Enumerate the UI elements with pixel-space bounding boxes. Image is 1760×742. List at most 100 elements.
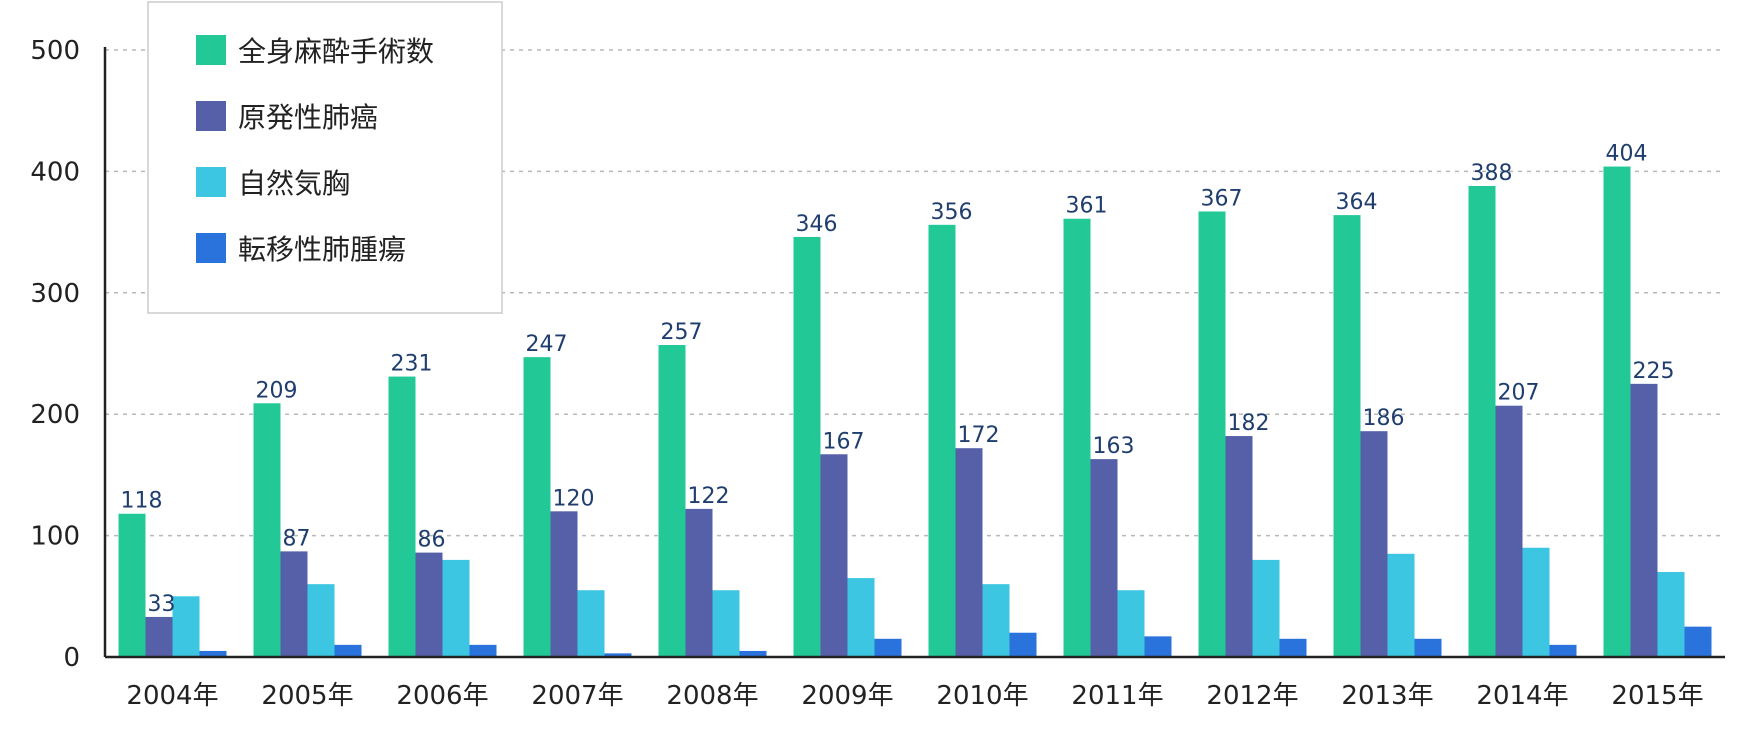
bar (1063, 218, 1091, 657)
bar (442, 559, 470, 657)
data-label: 207 (1498, 381, 1540, 406)
bar (1603, 166, 1631, 657)
data-label: 120 (553, 486, 595, 511)
data-label: 182 (1228, 411, 1270, 436)
bar (793, 236, 821, 657)
bar (982, 584, 1010, 657)
y-tick-label: 100 (30, 522, 80, 552)
x-tick-label: 2008年 (666, 681, 758, 711)
legend-swatch (196, 167, 226, 197)
x-tick-label: 2007年 (531, 681, 623, 711)
y-tick-label: 0 (63, 643, 80, 673)
y-tick-label: 300 (30, 279, 80, 309)
data-label: 356 (931, 200, 973, 225)
x-tick-label: 2009年 (801, 681, 893, 711)
x-tick-label: 2012年 (1206, 681, 1298, 711)
legend-label: 全身麻酔手術数 (238, 35, 434, 68)
data-labels: 118 33 209 87 231 86 247 120 257 122 346 167 356 172 3… (121, 142, 1675, 617)
bar (739, 650, 767, 657)
data-label: 231 (391, 352, 433, 377)
bar (1684, 626, 1712, 657)
data-label: 163 (1093, 434, 1135, 459)
bar (199, 650, 227, 657)
bar (955, 448, 983, 657)
y-axis-tick-labels: 0 100 200 300 400 500 (30, 36, 80, 673)
x-tick-label: 2014年 (1476, 681, 1568, 711)
bar (469, 644, 497, 657)
bar (1225, 436, 1253, 657)
bar (577, 590, 605, 657)
bar (145, 616, 173, 657)
bar (1279, 638, 1307, 657)
bar (1117, 590, 1145, 657)
y-tick-label: 200 (30, 400, 80, 430)
x-tick-label: 2013年 (1341, 681, 1433, 711)
bar (1657, 572, 1685, 657)
x-tick-label: 2010年 (936, 681, 1028, 711)
bar (172, 596, 200, 657)
data-label: 172 (958, 423, 1000, 448)
bar (658, 345, 686, 657)
bar (1360, 431, 1388, 657)
bar (415, 552, 443, 657)
bar (1630, 383, 1658, 657)
legend-label: 自然気胸 (238, 167, 350, 200)
data-label: 257 (661, 320, 703, 345)
bar (334, 644, 362, 657)
bar (685, 508, 713, 657)
bars (118, 166, 1712, 658)
bar (1198, 211, 1226, 657)
legend-swatch (196, 101, 226, 131)
legend-label: 原発性肺癌 (238, 101, 378, 134)
bar (712, 590, 740, 657)
bar (1144, 636, 1172, 657)
bar (1414, 638, 1442, 657)
y-tick-label: 500 (30, 36, 80, 66)
data-label: 87 (283, 526, 311, 551)
bar (928, 224, 956, 658)
bar (1090, 459, 1118, 657)
x-tick-label: 2015年 (1611, 681, 1703, 711)
data-label: 404 (1606, 142, 1648, 167)
legend-label: 転移性肺腫瘍 (238, 233, 406, 266)
data-label: 364 (1336, 190, 1378, 215)
data-label: 186 (1363, 406, 1405, 431)
legend-swatch (196, 233, 226, 263)
legend-swatch (196, 35, 226, 65)
bar (1009, 632, 1037, 657)
bar (1495, 405, 1523, 657)
bar (118, 513, 146, 657)
bar (1387, 553, 1415, 657)
bar (280, 551, 308, 657)
x-tick-label: 2004年 (126, 681, 218, 711)
data-label: 361 (1066, 194, 1108, 219)
bar (550, 511, 578, 657)
bar (307, 584, 335, 657)
bar (1252, 559, 1280, 657)
bar (1549, 644, 1577, 657)
bar (1468, 185, 1496, 657)
data-label: 86 (418, 528, 446, 553)
data-label: 225 (1633, 359, 1675, 384)
x-axis-tick-labels: 2004年 2005年 2006年 2007年 2008年 2009年 2010年 2011年… (126, 681, 1703, 711)
data-label: 346 (796, 212, 838, 237)
bar (1333, 215, 1361, 657)
data-label: 167 (823, 429, 865, 454)
x-tick-label: 2011年 (1071, 681, 1163, 711)
x-tick-label: 2006年 (396, 681, 488, 711)
bar (523, 357, 551, 657)
y-tick-label: 400 (30, 157, 80, 187)
data-label: 247 (526, 332, 568, 357)
data-label: 118 (121, 489, 163, 514)
data-label: 33 (148, 592, 176, 617)
bar (604, 653, 632, 657)
bar (253, 403, 281, 657)
bar (1522, 547, 1550, 657)
bar (388, 376, 416, 657)
data-label: 122 (688, 484, 730, 509)
data-label: 367 (1201, 186, 1243, 211)
bar (874, 638, 902, 657)
